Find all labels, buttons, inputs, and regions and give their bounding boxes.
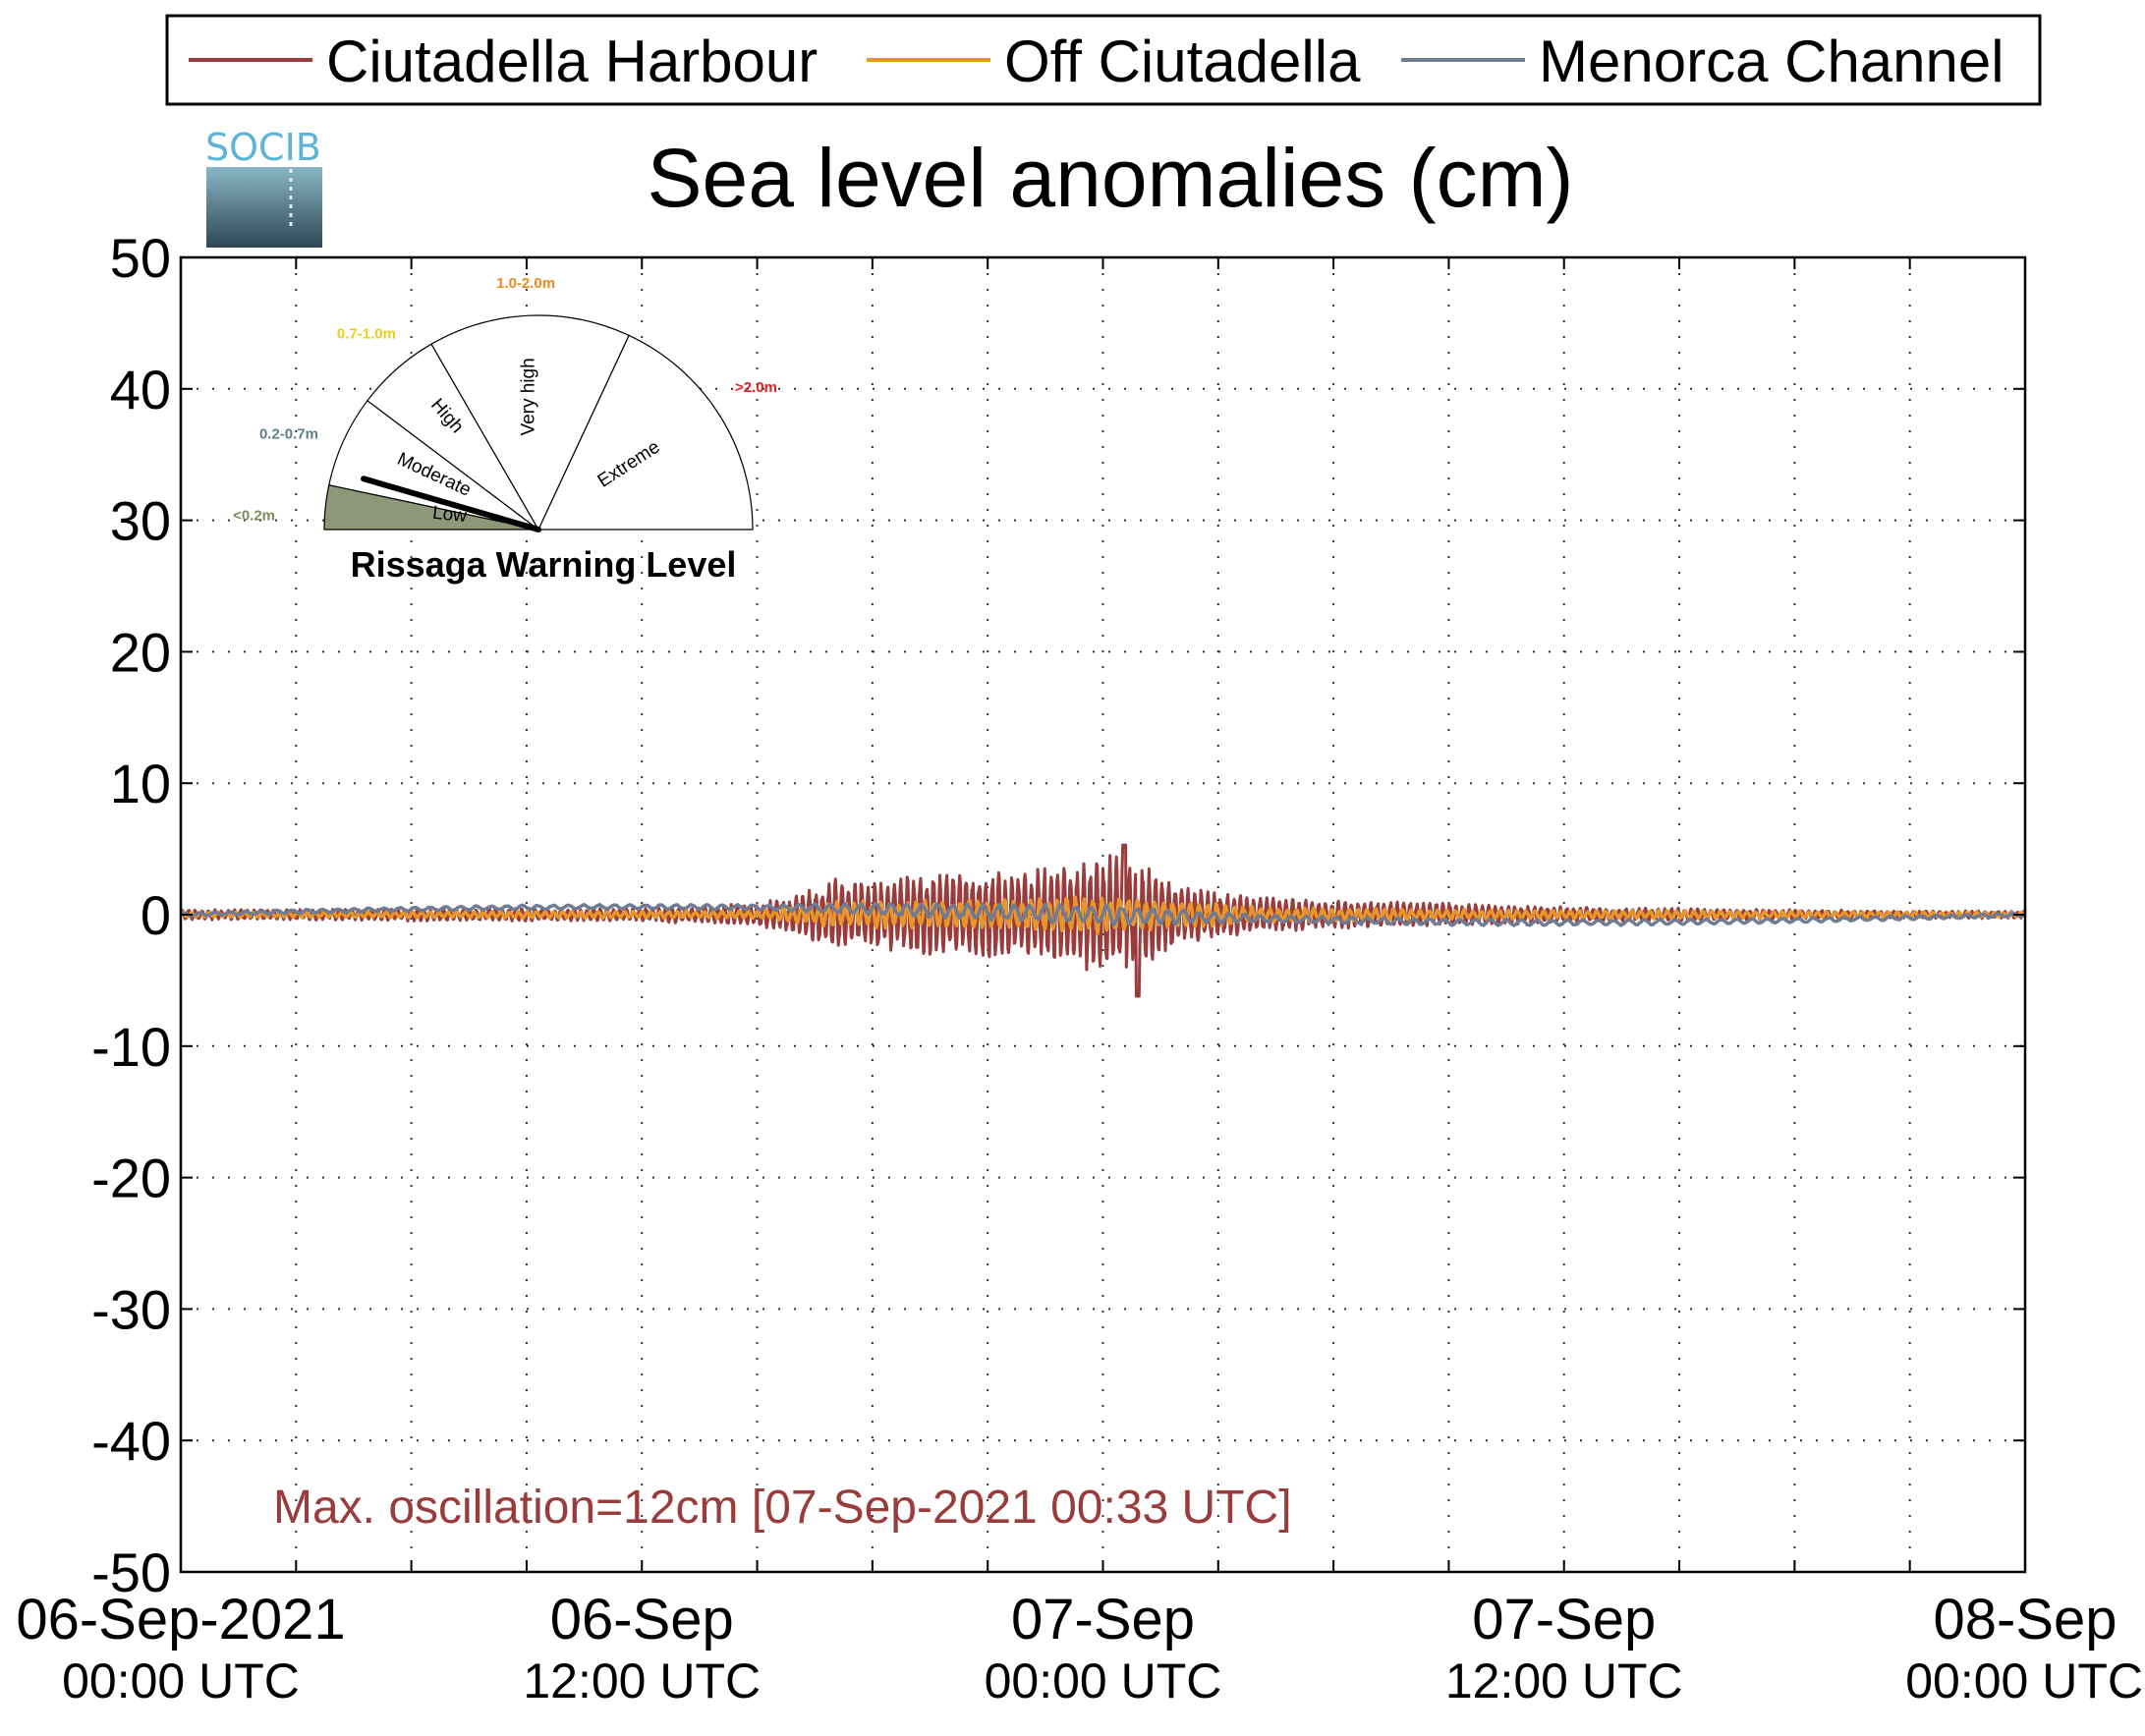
y-tick-label: 10 (110, 753, 171, 814)
y-tick-label: 50 (110, 227, 171, 289)
x-tick-time-label: 00:00 UTC (1905, 1653, 2143, 1708)
gauge-range-label: >2.0m (735, 379, 777, 396)
y-tick-label: -20 (91, 1148, 171, 1209)
y-tick-label: -10 (91, 1016, 171, 1078)
y-tick-label: 20 (110, 621, 171, 683)
gauge-range-label: 1.0-2.0m (496, 275, 555, 292)
gauge-sector-very-high (430, 314, 630, 532)
y-tick-label: -50 (91, 1541, 171, 1603)
x-tick-date-label: 07-Sep (1472, 1588, 1656, 1652)
y-tick-label: -30 (91, 1278, 171, 1340)
legend-frame (165, 14, 2042, 106)
socib-logo-graphic (206, 167, 322, 248)
legend-label-menorca-channel: Menorca Channel (1539, 28, 2004, 94)
series-lines (179, 843, 2027, 998)
max-oscillation-annotation: Max. oscillation=12cm [07-Sep-2021 00:33… (273, 1482, 1292, 1534)
legend: Ciutadella Harbour Off Ciutadella Menorc… (165, 14, 2042, 106)
chart-title: Sea level anomalies (cm) (647, 132, 1573, 224)
y-tick-label: 40 (110, 359, 171, 420)
y-tick-label: 30 (110, 490, 171, 552)
socib-logo-text: SOCIB (205, 126, 321, 169)
gauge-sector-extreme (537, 334, 754, 531)
gauge-needle (361, 476, 541, 532)
y-tick-label: 0 (141, 884, 171, 946)
x-tick-date-label: 06-Sep-2021 (16, 1588, 345, 1652)
series-line-off-ciutadella (179, 895, 2027, 935)
gauge-range-label: <0.2m (233, 508, 275, 525)
y-tick-label: -40 (91, 1410, 171, 1472)
x-tick-time-label: 12:00 UTC (523, 1653, 761, 1708)
x-tick-date-label: 08-Sep (1933, 1588, 2117, 1652)
x-tick-time-label: 00:00 UTC (985, 1653, 1222, 1708)
gauge-title: Rissaga Warning Level (351, 544, 737, 585)
series-line-ciutadella-harbour (179, 843, 2027, 998)
y-axis-ticks: 50 40 30 20 10 0 -10 -20 -30 -40 -50 (91, 227, 2025, 1603)
gauge-sector-label: Very high (518, 358, 538, 435)
x-tick-time-label: 12:00 UTC (1445, 1653, 1683, 1708)
series-line-menorca-channel (180, 902, 2026, 927)
legend-label-ciutadella-harbour: Ciutadella Harbour (326, 28, 818, 94)
gauge-range-label: 0.7-1.0m (337, 326, 396, 343)
x-tick-date-label: 06-Sep (550, 1588, 734, 1652)
gauge-range-label: 0.2-0.7m (259, 426, 318, 443)
socib-logo: SOCIB (205, 126, 322, 248)
x-tick-time-label: 00:00 UTC (62, 1653, 300, 1708)
legend-label-off-ciutadella: Off Ciutadella (1004, 28, 1361, 94)
x-tick-date-label: 07-Sep (1011, 1588, 1195, 1652)
